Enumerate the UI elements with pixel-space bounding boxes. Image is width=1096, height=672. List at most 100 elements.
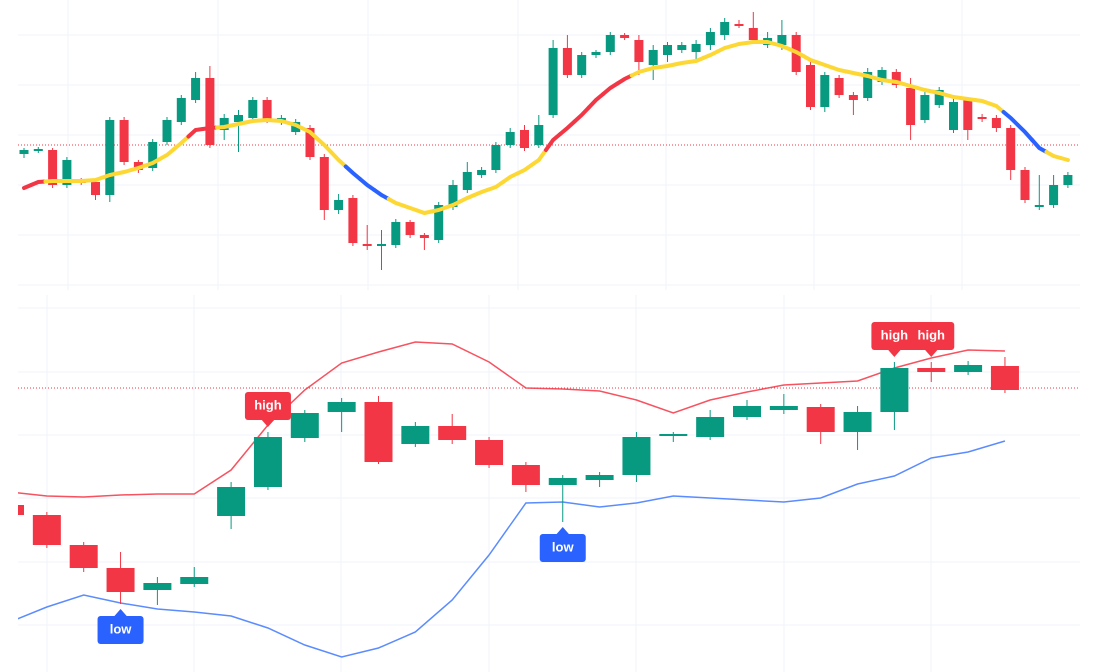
panel (18, 341, 1080, 658)
moving-average (286, 121, 305, 131)
candle-body (720, 22, 730, 35)
candle-body (91, 182, 100, 195)
candle-body (548, 48, 558, 115)
candle-body (705, 32, 715, 45)
candle-body (620, 35, 630, 38)
marker: high (908, 322, 955, 357)
moving-average (43, 179, 62, 184)
candle-body (475, 440, 504, 465)
candle-body (434, 205, 444, 240)
marker: low (539, 527, 586, 562)
candle-body (219, 118, 229, 130)
moving-average (944, 93, 963, 100)
marker-box (539, 534, 586, 562)
moving-average (329, 150, 348, 169)
candle-body (106, 568, 135, 592)
candle-body (920, 95, 930, 120)
moving-average (472, 187, 491, 197)
moving-average (215, 123, 234, 130)
candle-body (677, 45, 687, 50)
moving-average (872, 76, 892, 83)
moving-average (615, 73, 634, 86)
candle-body (591, 52, 601, 55)
candle-body (262, 100, 272, 120)
candle-body (234, 115, 243, 122)
moving-average (772, 42, 792, 51)
moving-average (486, 180, 506, 192)
candle-body (319, 157, 329, 210)
marker-box (244, 392, 291, 420)
panel (18, 12, 1080, 270)
candle-body (806, 65, 815, 107)
moving-average (644, 65, 663, 72)
moving-average (1030, 138, 1049, 154)
lower-band (18, 440, 1006, 658)
candle-body (891, 72, 901, 85)
moving-average (200, 125, 220, 131)
candle-body (734, 24, 744, 26)
moving-average (787, 47, 806, 58)
moving-average (672, 60, 691, 67)
moving-average (529, 148, 548, 167)
candle-body (634, 40, 644, 62)
candle-body (364, 402, 393, 462)
marker-pointer (260, 419, 275, 427)
moving-average (1044, 150, 1063, 160)
moving-average (443, 199, 463, 210)
candle-body (977, 117, 987, 119)
moving-average (715, 44, 734, 54)
moving-average (300, 126, 320, 141)
marker-pointer (555, 527, 570, 535)
candle-body (834, 78, 844, 95)
moving-average (815, 60, 834, 70)
moving-average (1015, 123, 1035, 142)
candle-body (562, 48, 572, 75)
candle-body (777, 35, 787, 45)
moving-average (343, 164, 363, 181)
moving-average (143, 157, 162, 168)
candle-body (462, 172, 472, 190)
marker-label: high (254, 397, 281, 412)
moving-average (758, 40, 777, 46)
moving-average (930, 89, 949, 97)
candle-body (622, 437, 651, 475)
moving-average (29, 179, 48, 187)
candle-body (377, 244, 386, 246)
candle-body (401, 426, 430, 444)
candle-body (577, 55, 587, 75)
candle-body (438, 426, 467, 440)
candle-body (405, 222, 415, 235)
moving-average (987, 101, 1006, 114)
candle-body (505, 132, 515, 145)
candle-body (733, 406, 761, 417)
candle-body (585, 475, 614, 480)
moving-average (100, 171, 119, 180)
candle-body (991, 118, 1001, 128)
moving-average (744, 40, 763, 45)
moving-average (629, 68, 649, 78)
moving-average (858, 72, 877, 80)
candle-body (176, 98, 186, 122)
candle-body (18, 505, 24, 515)
moving-average (429, 205, 448, 214)
candle-body (648, 50, 658, 65)
candle-body (305, 128, 315, 157)
moving-average (586, 92, 606, 110)
marker: low (97, 609, 144, 644)
candle-body (954, 365, 983, 372)
marker-label: low (110, 621, 133, 636)
candle-body (548, 478, 577, 485)
marker-box (871, 322, 918, 350)
moving-average (358, 177, 377, 192)
marker-label: high (881, 327, 908, 342)
candle-body (696, 417, 725, 437)
moving-average (958, 96, 977, 102)
moving-average (543, 132, 563, 152)
moving-average (601, 81, 620, 96)
candle-body (820, 75, 830, 107)
moving-average (114, 168, 134, 176)
moving-average (229, 120, 248, 128)
moving-average (186, 127, 205, 139)
candle-body (848, 95, 858, 100)
marker-pointer (113, 609, 128, 617)
